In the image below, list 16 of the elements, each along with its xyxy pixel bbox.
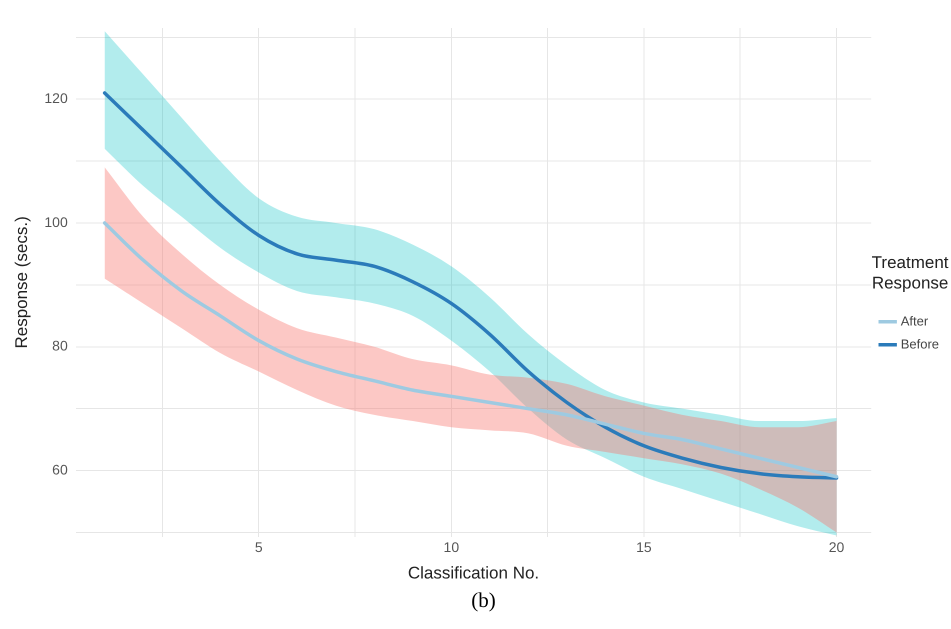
x-tick-label: 20 <box>828 539 845 556</box>
x-tick-label: 10 <box>444 539 460 556</box>
legend-label: Before <box>900 336 940 352</box>
legend-title: Treatment Response <box>872 252 949 292</box>
x-tick-label: 15 <box>636 539 652 556</box>
text: (b) <box>470 588 497 613</box>
x-tick-label: 5 <box>254 539 263 556</box>
y-tick-label: 100 <box>44 214 68 230</box>
line-series <box>102 91 838 480</box>
y-tick-label: 60 <box>52 461 68 478</box>
line-series <box>102 221 838 479</box>
legend-label: After <box>900 313 929 328</box>
y-axis-title: Response (secs.) <box>12 216 31 349</box>
x-axis-title: Classification No. <box>408 563 540 582</box>
y-tick-label: 120 <box>44 90 68 106</box>
y-tick-label: 80 <box>52 338 68 354</box>
